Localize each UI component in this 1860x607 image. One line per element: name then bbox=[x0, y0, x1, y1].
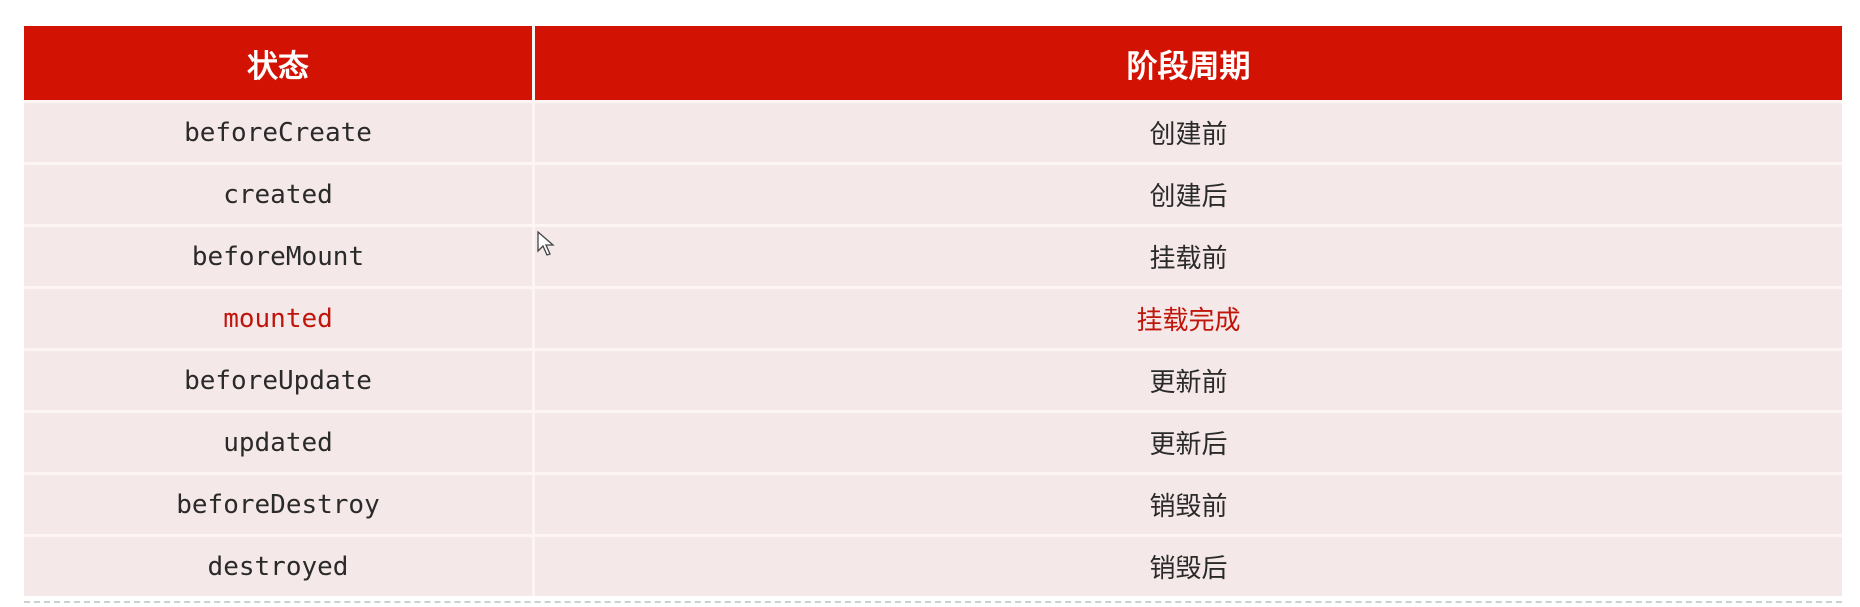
phase-cell: 销毁前 bbox=[535, 472, 1842, 534]
phase-cell: 创建前 bbox=[535, 100, 1842, 162]
lifecycle-table: 状态 阶段周期 beforeCreate 创建前 created 创建后 beforeM… bbox=[24, 26, 1842, 596]
phase-cell: 创建后 bbox=[535, 162, 1842, 224]
phase-cell: 销毁后 bbox=[535, 534, 1842, 596]
table-row: created 创建后 bbox=[24, 162, 1842, 224]
table-row: beforeUpdate 更新前 bbox=[24, 348, 1842, 410]
table-row: beforeCreate 创建前 bbox=[24, 100, 1842, 162]
state-cell: beforeMount bbox=[24, 224, 535, 286]
state-cell: beforeUpdate bbox=[24, 348, 535, 410]
header-state: 状态 bbox=[24, 26, 535, 100]
table-row: mounted 挂载完成 bbox=[24, 286, 1842, 348]
header-phase: 阶段周期 bbox=[535, 26, 1842, 100]
table-row: updated 更新后 bbox=[24, 410, 1842, 472]
state-cell: beforeCreate bbox=[24, 100, 535, 162]
state-cell: beforeDestroy bbox=[24, 472, 535, 534]
dashed-divider bbox=[24, 601, 1842, 603]
table-row: beforeMount 挂载前 bbox=[24, 224, 1842, 286]
phase-cell: 更新后 bbox=[535, 410, 1842, 472]
mouse-cursor-icon bbox=[537, 231, 555, 256]
state-cell: destroyed bbox=[24, 534, 535, 596]
phase-cell: 挂载完成 bbox=[535, 286, 1842, 348]
state-cell: updated bbox=[24, 410, 535, 472]
state-cell: mounted bbox=[24, 286, 535, 348]
phase-cell: 更新前 bbox=[535, 348, 1842, 410]
table-row: beforeDestroy 销毁前 bbox=[24, 472, 1842, 534]
phase-cell: 挂载前 bbox=[535, 224, 1842, 286]
state-cell: created bbox=[24, 162, 535, 224]
table-header-row: 状态 阶段周期 bbox=[24, 26, 1842, 100]
table-row: destroyed 销毁后 bbox=[24, 534, 1842, 596]
